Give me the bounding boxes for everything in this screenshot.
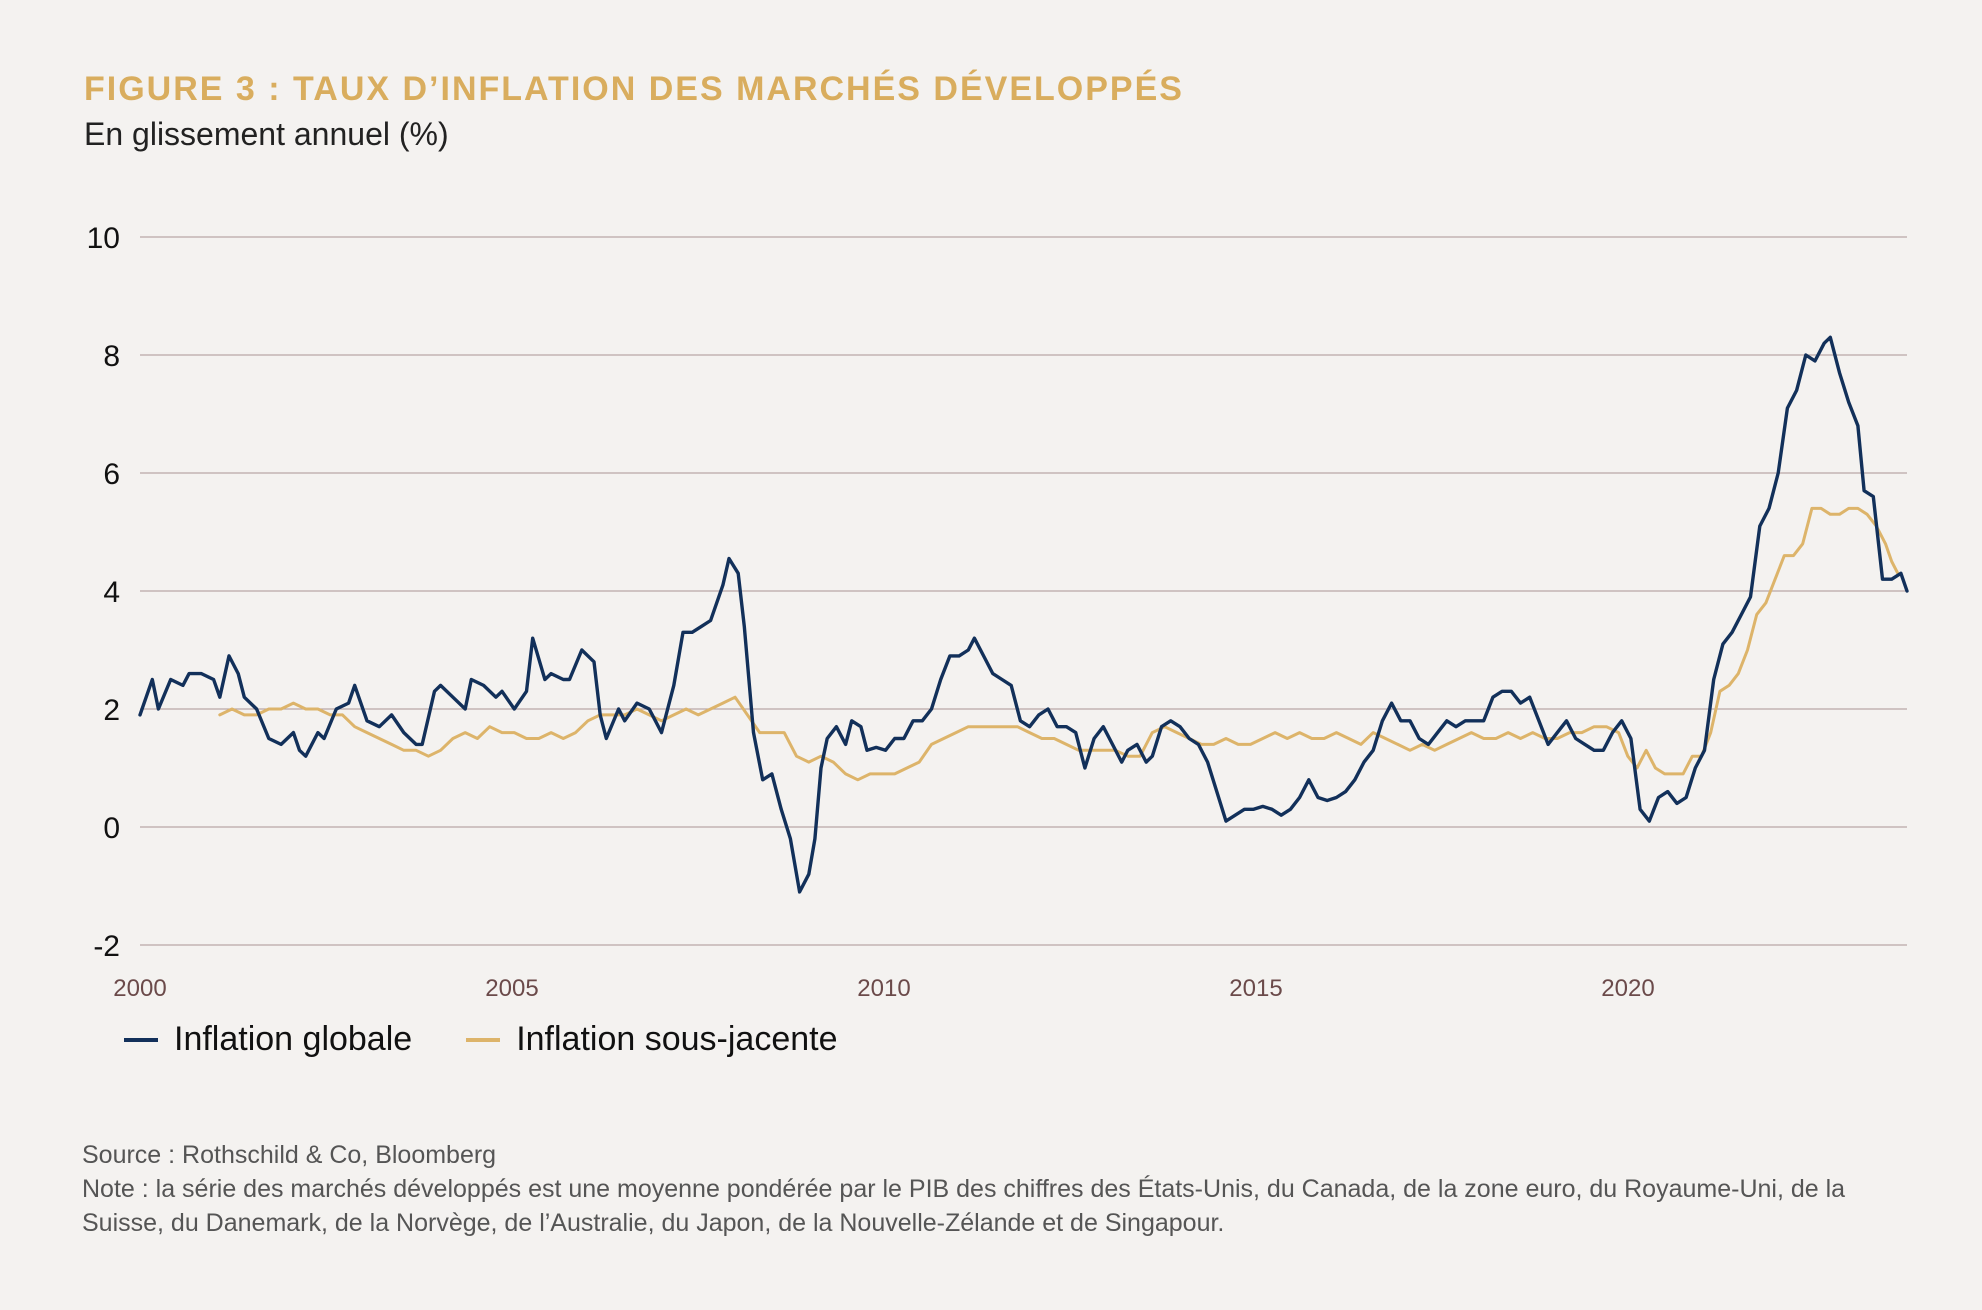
y-axis-ticks: -2 0 2 4 6 8 10 (87, 222, 120, 963)
x-tick-label: 2010 (857, 975, 910, 1002)
x-tick-label: 2020 (1601, 975, 1654, 1002)
source-text: Source : Rothschild & Co, Bloomberg (82, 1141, 497, 1169)
y-tick-label: 4 (103, 576, 120, 609)
x-tick-label: 2005 (485, 975, 538, 1002)
series-line-headline (138, 335, 1909, 894)
chart-title: FIGURE 3 : TAUX D’INFLATION DES MARCHÉS … (84, 70, 1184, 108)
chart-subtitle: En glissement annuel (%) (84, 116, 449, 152)
y-tick-label: -2 (93, 930, 120, 963)
source-note: Source : Rothschild & Co, Bloomberg Note… (82, 1138, 1912, 1240)
note-text: Note : la série des marchés développés e… (82, 1175, 1846, 1237)
series-line-core (218, 506, 1900, 782)
inflation-line-chart: -2 0 2 4 6 8 10 2000 2005 2010 2015 2020 (87, 222, 1909, 1002)
legend-label-headline: Inflation globale (174, 1020, 413, 1058)
x-axis-ticks: 2000 2005 2010 2015 2020 (113, 975, 1654, 1002)
grid-lines (140, 236, 1907, 946)
y-tick-label: 2 (103, 694, 120, 727)
y-tick-label: 10 (87, 222, 120, 255)
legend-label-core: Inflation sous-jacente (516, 1020, 838, 1058)
chart-legend: Inflation globale Inflation sous-jacente (124, 1020, 892, 1059)
x-tick-label: 2015 (1229, 975, 1282, 1002)
legend-item-headline: Inflation globale (124, 1020, 412, 1059)
legend-swatch-core (466, 1037, 501, 1042)
y-tick-label: 6 (103, 458, 120, 491)
legend-swatch-headline (124, 1037, 158, 1042)
y-tick-label: 0 (103, 812, 120, 845)
x-tick-label: 2000 (113, 975, 166, 1002)
legend-item-core: Inflation sous-jacente (466, 1020, 838, 1059)
y-tick-label: 8 (103, 340, 120, 373)
series-lines (138, 335, 1909, 894)
